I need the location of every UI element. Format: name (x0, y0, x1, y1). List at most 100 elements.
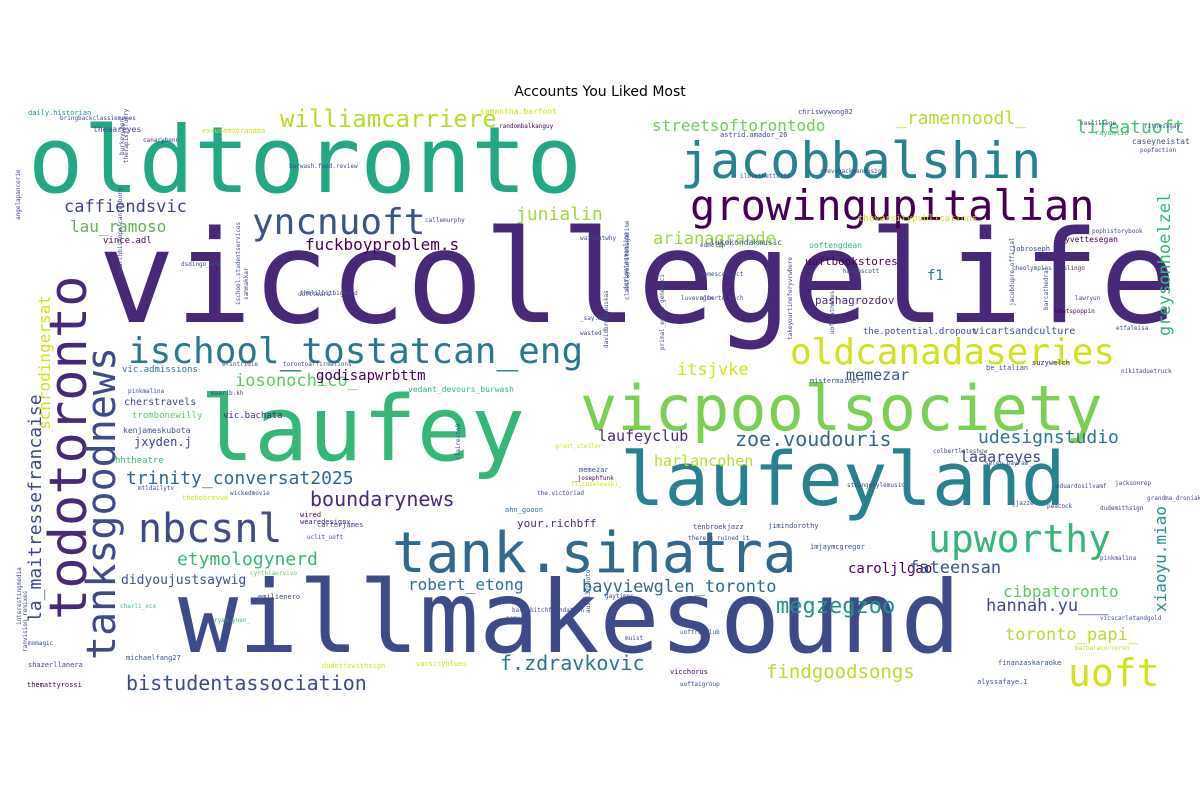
word-158: primal_edges_generici (659, 274, 666, 350)
word-15: yncnuoft (252, 202, 425, 243)
word-153: mtldailytv (138, 485, 175, 492)
word-2: willmakesound (178, 559, 961, 676)
word-106: wired (300, 511, 321, 519)
word-54: f.zdravkovic (500, 651, 645, 675)
word-118: shazerllanera (28, 661, 83, 669)
word-73: yvettesegan (1065, 235, 1118, 244)
word-82: chriswywong02 (798, 108, 853, 116)
word-20: _ramennoodl_ (896, 108, 1026, 129)
word-51: hannah.yu___ (986, 596, 1110, 616)
word-132: erintridle (222, 361, 259, 368)
word-97: wearedesignx (300, 518, 351, 526)
word-50: cibpatoronto (1003, 582, 1119, 601)
word-7: todotoronto (39, 276, 99, 620)
word-81: samantha.barfoot (480, 107, 557, 116)
cloud-background (10, 105, 1190, 695)
word-116: vicscarletandgold (1100, 615, 1162, 622)
word-31: iosonochico_ (235, 371, 359, 391)
word-61: vicartsandculture (973, 326, 1075, 337)
word-14: oldcanadaseries (790, 332, 1115, 373)
word-56: jxyden.j (134, 435, 192, 449)
word-25: junialin (516, 204, 603, 225)
word-145: grandma_droniak (1147, 495, 1200, 502)
word-123: duolingo (1056, 265, 1085, 272)
word-127: pophistorybook (1092, 228, 1143, 235)
word-101: uclit_uoft (307, 534, 344, 541)
word-72: thevarsitypublications (858, 214, 977, 224)
word-58: lukekondakmusic (710, 238, 782, 247)
word-30: schrodingersat (35, 295, 54, 430)
word-47: caroljlgao (848, 561, 932, 577)
word-113: finanzaskaraoke (998, 659, 1061, 667)
word-18: williamcarriere (280, 105, 497, 133)
word-1: viccollegelife (98, 204, 1177, 353)
word-62: the.potential.dropout (863, 327, 977, 337)
word-42: laaareyes (960, 448, 1041, 466)
word-96: ahn_gooon (505, 506, 543, 514)
word-109: dudettewithsign (322, 662, 385, 670)
word-43: etymologynerd (177, 549, 318, 570)
word-86: suzywelch (1032, 359, 1070, 367)
word-80: daily.historian (28, 109, 91, 117)
word-70: vince.adl (103, 236, 152, 246)
word-88: be_italian (986, 364, 1028, 372)
word-11: tanksgoodnews (79, 347, 125, 660)
word-139: pinkmalina (128, 388, 165, 395)
word-149: nemyaa (506, 615, 528, 622)
word-182: fitnessgay (1144, 123, 1181, 130)
word-69: hhtheatre (115, 456, 164, 466)
word-29: la_maitressefrancaise (25, 394, 46, 622)
word-40: boundarynews (310, 487, 455, 511)
word-44: didyoujustsaywig (121, 573, 246, 588)
word-59: uoftbookstores (805, 255, 898, 268)
word-164: designteamonline (623, 232, 630, 290)
word-177: thelilbitbigband (300, 290, 358, 297)
word-98: tenbroekjazz (693, 523, 744, 531)
word-55: bistudentassociation (126, 671, 367, 695)
word-48: fateensan (909, 558, 1001, 578)
word-9: jacobbalshin (680, 132, 1041, 190)
word-3: oldtoronto (28, 107, 582, 214)
word-112: uoftaigroup (680, 681, 720, 688)
word-10: growingupitalian (690, 181, 1095, 230)
word-77: theaareyes (93, 125, 141, 134)
word-67: trombonewilly (132, 411, 203, 421)
word-93: filipzalewski_ (571, 481, 622, 488)
word-105: carterjames (317, 521, 363, 529)
word-64: cherstravels (124, 397, 196, 408)
word-60: pashagrozdov (815, 294, 895, 307)
word-83: astrid.amador_26 (720, 131, 787, 139)
word-75: caseyneistat (1132, 137, 1190, 146)
word-124: whatspoppin (1055, 308, 1095, 315)
word-144: jjazze (1012, 500, 1034, 507)
word-91: colbertlateshow (933, 448, 988, 455)
word-133: torontoaffirmations (283, 361, 352, 368)
word-161: jacobdupre_official (1009, 237, 1016, 306)
word-146: strangekylemusic (847, 482, 905, 489)
word-136: stevehackmanmusic (820, 168, 882, 175)
word-103: emilienero (258, 593, 300, 601)
word-151: interestingmedia (16, 567, 23, 625)
word-68: kenjameskubota (123, 426, 191, 435)
word-24: fuckboyproblem.s (305, 235, 459, 254)
word-27: greysonhoelzel (1155, 193, 1175, 336)
word-66: vic.bachata (223, 411, 283, 421)
word-102: cynthiaervivo (250, 570, 297, 577)
word-38: zoe.voudouris (735, 427, 892, 451)
word-23: lau_ramoso (70, 217, 166, 236)
word-65: vic.admissions (122, 365, 198, 375)
word-179: bringbackclassiememes (60, 115, 136, 122)
word-140: dudemithsign (1100, 505, 1144, 512)
word-114: alyssafaye.1 (977, 678, 1028, 686)
word-49: megzegzoo (776, 594, 895, 619)
word-168: burkeychen (119, 118, 126, 155)
word-46: bayviewglen_toronto (582, 577, 776, 597)
word-122: cheolympics (1012, 265, 1052, 272)
word-5: laufeyland (620, 437, 1066, 523)
word-41: harlancohen (654, 452, 753, 470)
word-131: uofttears (298, 291, 331, 298)
word-12: nbcsnl (138, 506, 283, 552)
word-115: barbaracorcoran (1075, 645, 1130, 652)
word-135: ilovethettc102 (740, 173, 791, 180)
